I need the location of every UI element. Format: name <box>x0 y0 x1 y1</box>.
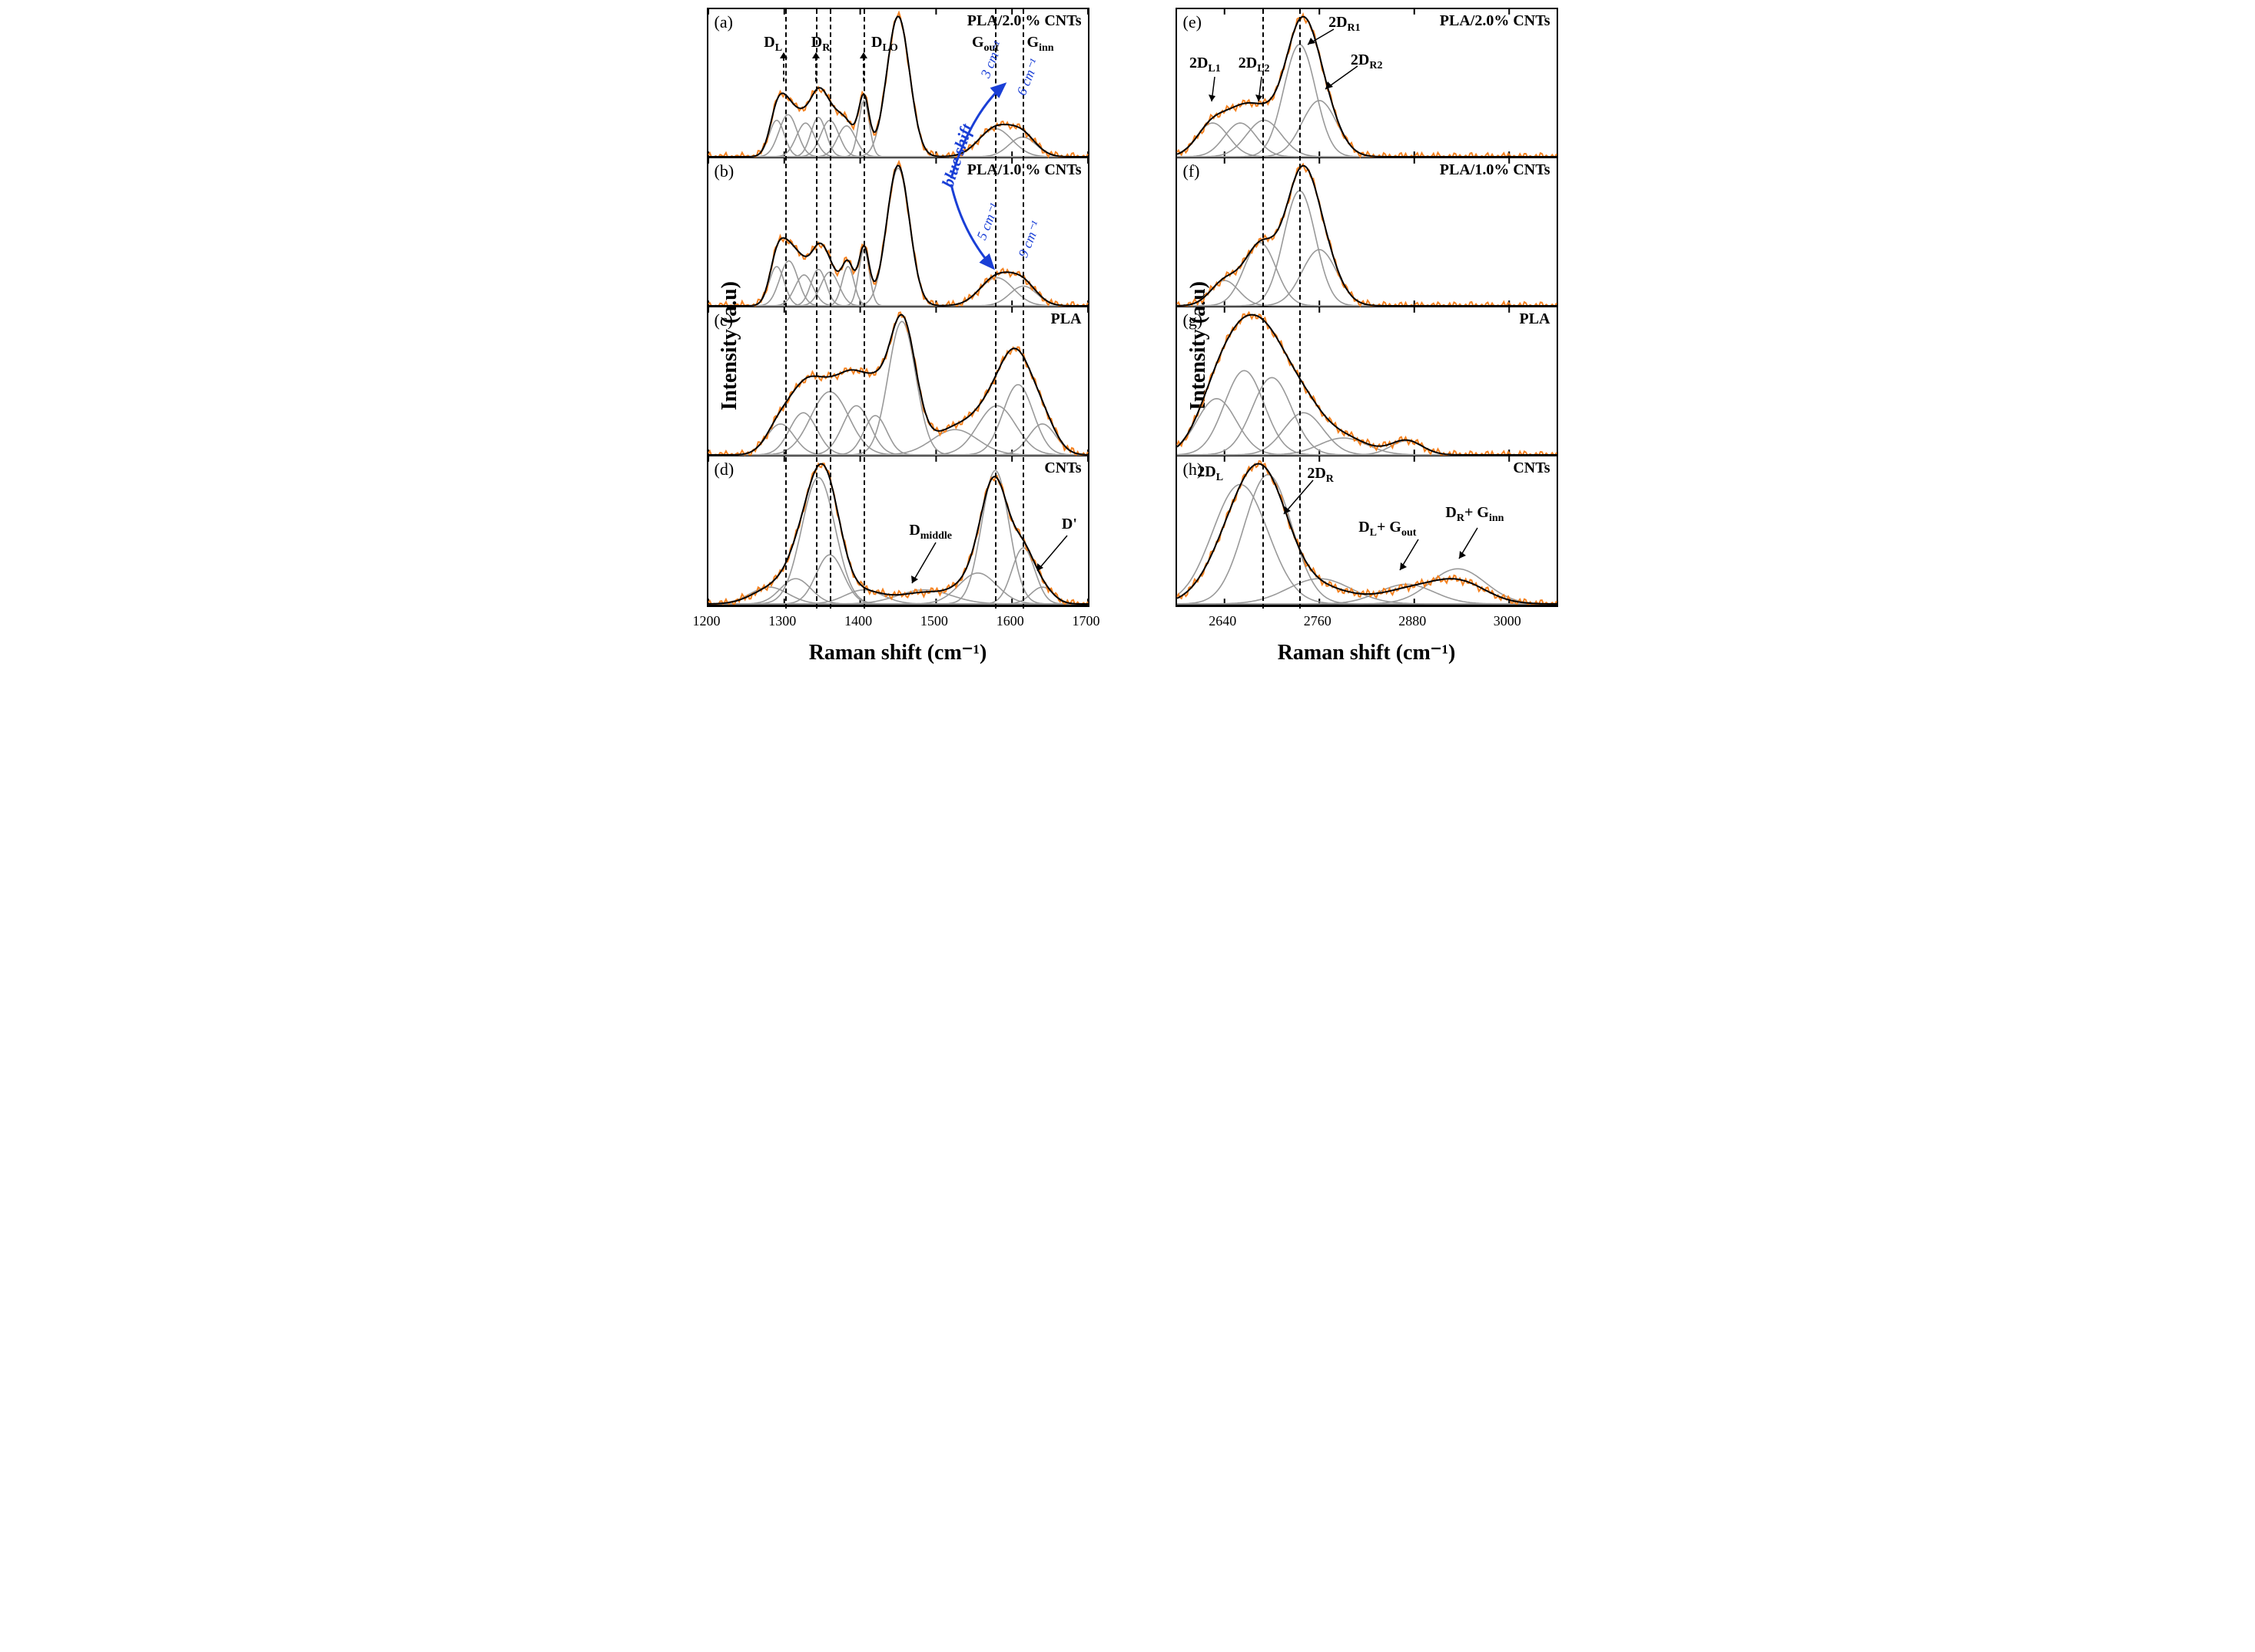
panel-g: (g) PLA <box>1177 307 1557 456</box>
panel-tag: (a) <box>715 12 733 32</box>
panel-d: (d) CNTs <box>708 456 1088 605</box>
panel-title: PLA/2.0% CNTs <box>1440 12 1550 30</box>
component-curve <box>1177 45 1557 157</box>
panel-title: PLA <box>1051 310 1082 328</box>
xtick-label: 1700 <box>1073 613 1100 629</box>
raw-spectrum <box>1177 461 1557 604</box>
panel-title: PLA/1.0% CNTs <box>1440 161 1550 179</box>
component-curve <box>1177 399 1557 455</box>
fit-curve <box>1177 464 1557 604</box>
component-curve <box>708 261 1088 306</box>
panel-title: PLA/2.0 % CNTs <box>967 12 1082 30</box>
xtick-label: 2640 <box>1209 613 1236 629</box>
panel-title: CNTs <box>1513 459 1550 477</box>
panel-tag: (h) <box>1183 459 1203 479</box>
component-curve <box>708 114 1088 157</box>
xtick-label: 1400 <box>844 613 872 629</box>
xaxis-label-left: Raman shift (cm⁻¹) <box>707 639 1089 665</box>
right-column: Intensity (a.u) (e)PLA/2.0% CNTs(f)PLA/1… <box>1136 8 1558 684</box>
xtick-label: 3000 <box>1494 613 1521 629</box>
figure-root: Intensity (a.u) (a)PLA/2.0 % CNTs(b)PLA/… <box>659 0 1597 692</box>
left-column: Intensity (a.u) (a)PLA/2.0 % CNTs(b)PLA/… <box>667 8 1089 684</box>
raw-spectrum <box>708 463 1088 604</box>
right-panel-stack: (e) PLA/2.0% CNTs (f) PLA/1.0% CNTs (g) PLA (h… <box>1176 8 1558 607</box>
component-curve <box>708 406 1088 455</box>
xtick-label: 1500 <box>920 613 948 629</box>
panel-tag: (c) <box>715 310 733 330</box>
raw-spectrum <box>1177 164 1557 306</box>
component-curve <box>1177 475 1557 604</box>
panel-title: PLA/1.0 % CNTs <box>967 161 1082 179</box>
panel-title: PLA <box>1520 310 1550 328</box>
raw-spectrum <box>1177 15 1557 157</box>
fit-curve <box>708 464 1088 604</box>
xaxis-label-right: Raman shift (cm⁻¹) <box>1176 639 1558 665</box>
component-curve <box>708 470 1088 604</box>
xtick-label: 1200 <box>693 613 721 629</box>
component-curve <box>1177 485 1557 604</box>
panel-tag: (e) <box>1183 12 1202 32</box>
panel-h: (h) CNTs <box>1177 456 1557 605</box>
component-curve <box>708 101 1088 157</box>
xtick-label: 1300 <box>768 613 796 629</box>
component-curve <box>708 321 1088 455</box>
panel-e: (e) PLA/2.0% CNTs <box>1177 9 1557 158</box>
panel-tag: (f) <box>1183 161 1200 181</box>
xtick-label: 1600 <box>997 613 1024 629</box>
fit-curve <box>1177 315 1557 455</box>
panel-c: (c) PLA <box>708 307 1088 456</box>
component-curve <box>1177 250 1557 306</box>
raw-spectrum <box>1177 313 1557 455</box>
left-panel-stack: (a) PLA/2.0 % CNTs (b) PLA/1.0 % CNTs (c) PLA… <box>707 8 1089 607</box>
component-curve <box>1177 413 1557 455</box>
panel-tag: (d) <box>715 459 735 479</box>
fit-curve <box>1177 17 1557 157</box>
component-curve <box>708 406 1088 455</box>
xtick-label: 2880 <box>1398 613 1426 629</box>
xtick-label: 2760 <box>1304 613 1331 629</box>
panel-f: (f) PLA/1.0% CNTs <box>1177 158 1557 307</box>
panel-tag: (g) <box>1183 310 1203 330</box>
panel-title: CNTs <box>1044 459 1081 477</box>
component-curve <box>708 555 1088 604</box>
panel-tag: (b) <box>715 161 735 181</box>
component-curve <box>708 477 1088 604</box>
component-curve <box>708 416 1088 455</box>
